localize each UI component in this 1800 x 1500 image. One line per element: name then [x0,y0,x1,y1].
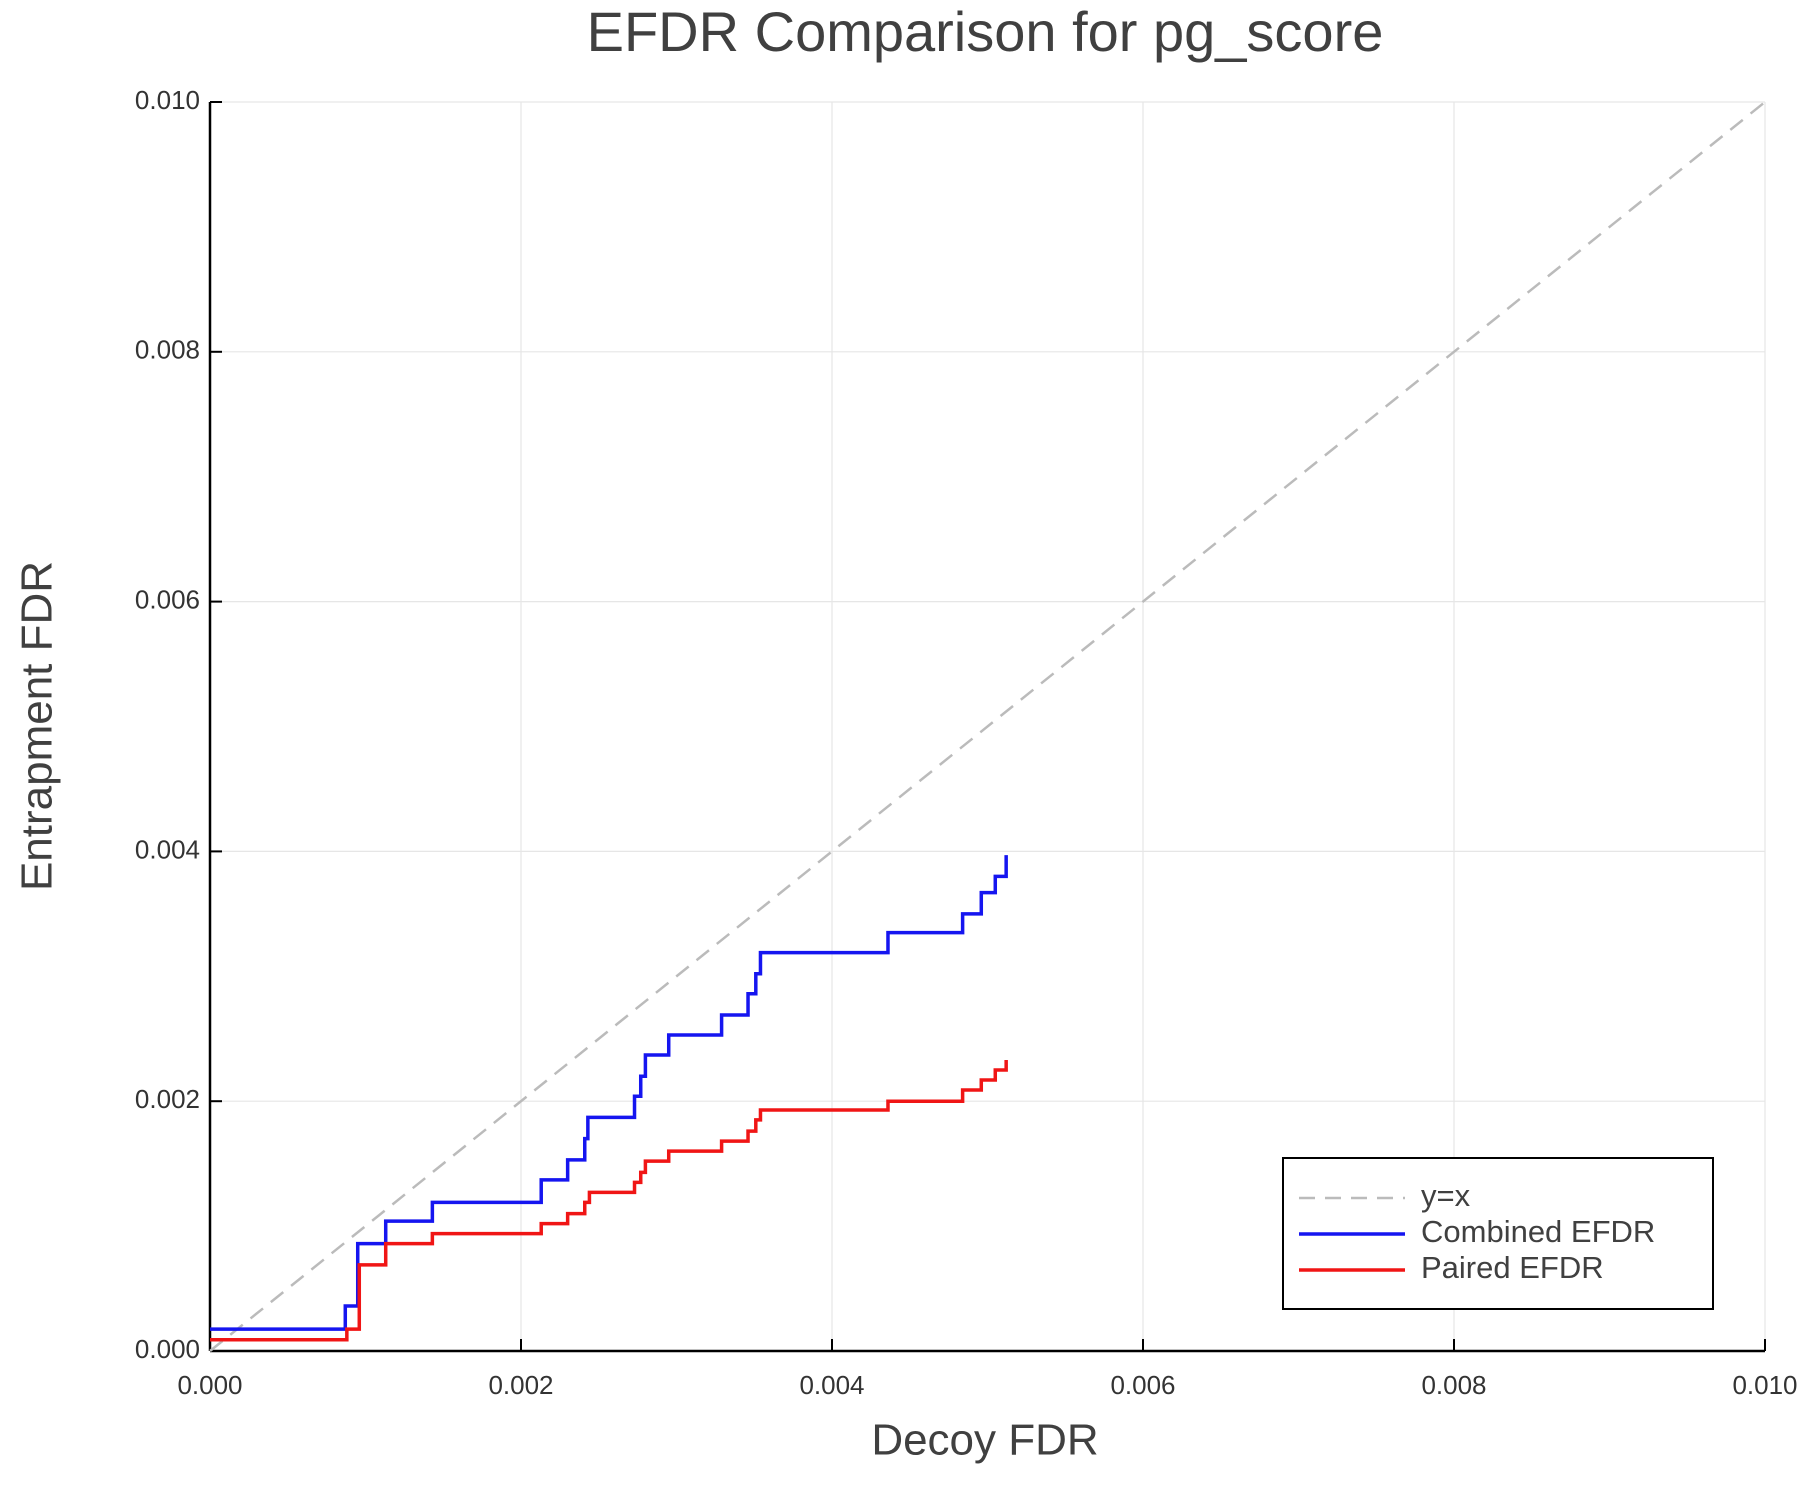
series-line [210,1059,1008,1342]
y-tick-label: 0.004 [135,834,200,864]
x-tick-label: 0.010 [1732,1370,1797,1400]
series-line [210,855,1008,1331]
legend-label: Combined EFDR [1421,1214,1655,1249]
x-tick-label: 0.002 [488,1370,553,1400]
legend-label: Paired EFDR [1421,1250,1604,1285]
y-tick-label: 0.002 [135,1084,200,1114]
y-tick-label: 0.000 [135,1334,200,1364]
chart-title: EFDR Comparison for pg_score [587,0,1384,63]
y-tick-label: 0.006 [135,584,200,614]
x-tick-label: 0.006 [1110,1370,1175,1400]
x-axis-label: Decoy FDR [871,1416,1098,1465]
y-tick-label: 0.008 [135,335,200,365]
y-tick-label: 0.010 [135,85,200,115]
y-axis-label: Entrapment FDR [13,561,62,891]
legend-label: y=x [1421,1178,1471,1213]
series-line [209,101,1766,1352]
x-tick-label: 0.000 [177,1370,242,1400]
x-tick-label: 0.004 [799,1370,864,1400]
x-tick-label: 0.008 [1421,1370,1486,1400]
